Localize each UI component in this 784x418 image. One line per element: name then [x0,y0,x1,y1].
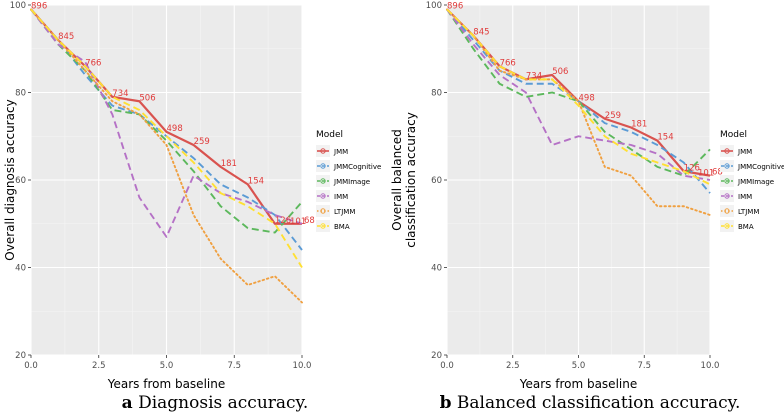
panel-a-y-tick-label: 40 [15,264,26,274]
panel-b-legend-marker-jmm [724,148,730,154]
panel-a-legend-label: LTJMM [334,208,355,216]
panel-a-legend-marker-imm [320,193,326,199]
panel-b-legend-label: JMMImage [737,178,774,186]
panel-a-x-tick-label: 2.5 [92,361,106,371]
panel-a-legend-label: JMMCognitive [333,163,381,171]
panel-b-legend-label: IMM [738,193,752,201]
panel-a-caption-text: Diagnosis accuracy. [138,393,308,413]
panel-b-y-tick-label: 100 [426,1,442,11]
panel-a-x-axis-title: Years from baseline [107,377,225,391]
panel-b-x-tick-label: 0.0 [440,361,454,371]
panel-a-legend-label: BMA [334,223,350,231]
panel-b-x-tick-label: 5.0 [572,361,586,371]
panel-b-y-tick-label: 80 [431,89,442,99]
panel-b-y-tick-label: 20 [431,351,442,361]
panel-b-legend-marker-ltjmm [724,208,730,214]
panel-a-x-tick-label: 0.0 [24,361,38,371]
panel-a-annotation: 845 [58,32,74,42]
panel-a-y-tick-label: 60 [15,176,26,186]
panel-a-annotation: 259 [194,137,210,147]
panel-a-annotation: 766 [85,58,101,68]
panel-a-legend-label: IMM [334,193,348,201]
panel-a-x-tick-label: 7.5 [227,361,241,371]
panel-a-label: a [122,393,133,413]
panel-b: 0.0 2.5 5.0 7.5 10.0 20 40 60 80 100 Years from ba… [390,1,784,391]
panel-a-annotation: 498 [167,124,183,134]
panel-b-y-tick-label: 60 [431,176,442,186]
panel-b-annotation: 68 [712,168,723,178]
panel-a-y-tick-label: 20 [15,351,26,361]
panel-b-legend-marker-imm [724,193,730,199]
panel-a-legend-marker-bma [320,223,326,229]
panel-a-legend-marker-jmm [320,148,326,154]
panel-b-legend-label: JMM [737,148,752,156]
panel-b-annotation: 845 [473,28,489,38]
panel-a-legend-marker-ltjmm [320,208,326,214]
panel-a-y-axis-title-line: Overall diagnosis accuracy [3,99,17,260]
panel-a-annotation: 126 [275,216,291,226]
panel-b-annotation: 154 [657,133,673,143]
panel-a-y-tick-label: 80 [15,89,26,99]
panel-a-series-jmmimage [30,8,303,234]
panel-b-caption: b Balanced classification accuracy. [440,393,741,413]
panel-b-legend-marker-bma [724,223,730,229]
panel-a-annotation: 68 [304,216,315,226]
panel-a-y-tick-label: 100 [10,1,26,11]
panel-b-y-axis-title: Overall balancedclassification accuracy [390,112,418,248]
panel-b-legend-marker-jmmimage [724,178,730,184]
panel-a-annotation: 101 [290,217,306,227]
panel-b-legend-label: BMA [738,223,754,231]
panel-a-series-bma [30,8,303,269]
panel-b-series-ltjmm [446,8,711,216]
panel-b-y-axis-title-line: Overall balanced [390,129,404,231]
panel-b-annotation: 506 [552,67,568,77]
panel-b-annotation: 101 [698,169,714,179]
panel-a-legend-title: Model [316,130,343,140]
panel-b-legend-label: LTJMM [738,208,759,216]
panel-a-annotation: 896 [31,1,47,11]
panel-b-x-tick-label: 7.5 [637,361,651,371]
panel-b-x-axis-title: Years from baseline [519,377,637,391]
panel-b-legend-key [720,205,734,217]
panel-b-x-tick-label: 10.0 [701,361,720,371]
panel-a-legend-marker-jmmimage [320,178,326,184]
panel-b-y-tick-label: 40 [431,264,442,274]
panel-b-annotation: 259 [605,111,621,121]
panel-b-label: b [440,393,452,413]
panel-b-y-axis-title-line: classification accuracy [404,112,418,248]
panel-b-legend-title: Model [720,130,747,140]
panel-a-series-imm [30,8,303,238]
panel-a-series-ltjmm [30,8,303,304]
panel-a-y-axis-title: Overall diagnosis accuracy [3,99,17,260]
panel-b-x-tick-label: 2.5 [506,361,520,371]
panel-a-legend-marker-jmmcognitive [320,163,326,169]
panel-a-legend-key [316,205,330,217]
panel-b-caption-text: Balanced classification accuracy. [457,393,741,413]
panel-a-x-tick-label: 5.0 [160,361,174,371]
panel-b-annotation: 766 [500,58,516,68]
panel-b-annotation: 896 [447,1,463,11]
panel-b-annotation: 181 [631,120,647,130]
panel-a-legend-label: JMMImage [333,178,370,186]
panel-b-series-imm [446,8,711,181]
panel-b-annotation: 734 [526,71,542,81]
panel-b-series-bma [446,8,711,186]
panel-a: 0.0 2.5 5.0 7.5 10.0 20 40 60 80 100 Years from ba… [3,1,381,391]
panel-a-x-tick-label: 10.0 [293,361,312,371]
panel-a-annotation: 181 [221,159,237,169]
panel-b-annotation: 126 [684,163,700,173]
panel-a-annotation: 506 [139,93,155,103]
panel-b-legend-label: JMMCognitive [737,163,784,171]
panel-a-caption: a Diagnosis accuracy. [122,393,309,413]
panel-b-series-jmmimage [446,8,711,177]
panel-a-annotation: 734 [112,89,128,99]
panel-b-legend-marker-jmmcognitive [724,163,730,169]
panel-b-annotation: 498 [579,93,595,103]
panel-a-legend-label: JMM [333,148,348,156]
panel-a-annotation: 154 [248,176,264,186]
